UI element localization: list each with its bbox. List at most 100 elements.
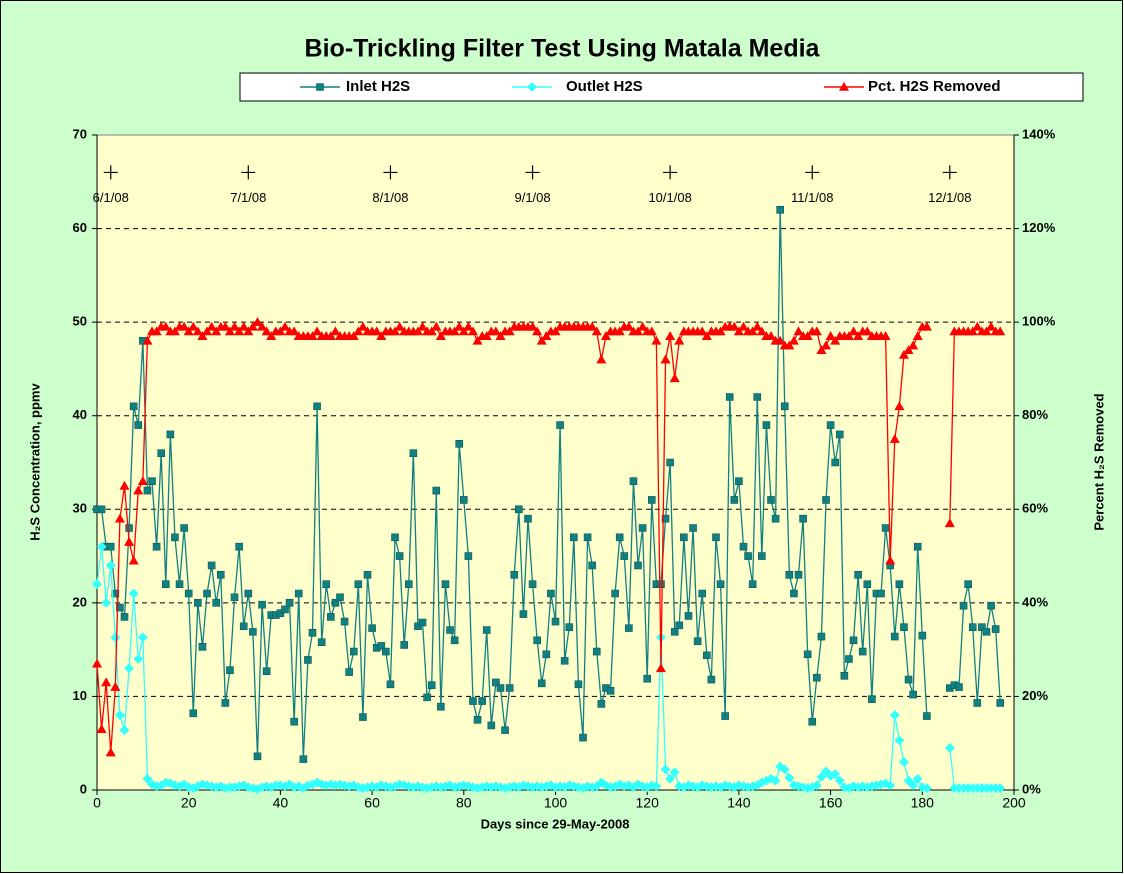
data-point <box>802 331 813 340</box>
data-point <box>111 589 120 598</box>
data-point <box>147 779 157 790</box>
legend-label: Outlet H2S <box>566 78 643 95</box>
legend-marker <box>527 82 537 92</box>
data-point <box>665 331 676 340</box>
data-point <box>623 321 634 331</box>
data-point <box>188 321 199 331</box>
data-point <box>496 684 505 692</box>
data-point <box>169 326 180 336</box>
data-point <box>968 623 977 631</box>
data-point <box>862 326 873 336</box>
data-point <box>614 326 625 336</box>
data-point <box>986 321 997 331</box>
data-point <box>114 513 125 523</box>
data-point <box>730 496 739 504</box>
data-point <box>904 675 913 684</box>
data-point <box>308 629 317 637</box>
data-point <box>357 321 368 331</box>
data-point <box>596 354 607 364</box>
data-point <box>944 518 955 528</box>
data-point <box>964 580 972 588</box>
data-point <box>701 331 712 340</box>
data-point <box>885 780 896 791</box>
chart-title: Bio-Trickling Filter Test Using Matala M… <box>305 35 821 63</box>
data-point <box>151 326 162 336</box>
data-point <box>394 321 405 331</box>
data-point <box>923 712 931 720</box>
data-point <box>899 757 909 767</box>
data-point <box>349 647 358 656</box>
data-point <box>247 321 258 331</box>
data-point <box>249 628 257 636</box>
data-point <box>895 580 904 588</box>
data-point <box>340 617 349 626</box>
data-point <box>224 326 235 336</box>
data-point <box>583 533 592 542</box>
data-point <box>967 326 978 336</box>
y-tick-label: 40 <box>73 407 87 422</box>
data-point <box>96 541 107 552</box>
data-point <box>325 331 336 340</box>
data-point <box>124 536 135 546</box>
data-point <box>894 401 905 411</box>
data-point <box>473 716 482 724</box>
data-point <box>697 326 708 336</box>
plot-area <box>96 134 1015 791</box>
x-tick-label: 120 <box>636 795 660 811</box>
data-point <box>921 783 932 794</box>
data-point <box>912 331 923 340</box>
data-point <box>739 542 748 551</box>
data-point <box>620 552 629 560</box>
data-point <box>574 680 583 689</box>
data-point <box>91 658 103 668</box>
data-point <box>262 667 271 675</box>
data-point <box>417 321 428 331</box>
data-point <box>207 561 216 570</box>
data-point <box>454 321 465 331</box>
data-point <box>779 764 790 775</box>
data-point <box>651 781 662 792</box>
data-point <box>317 638 326 646</box>
data-point <box>299 755 308 763</box>
data-point <box>234 326 245 336</box>
legend-label: Inlet H2S <box>346 78 410 95</box>
data-point <box>110 632 121 643</box>
data-point <box>987 601 995 610</box>
data-point <box>216 570 225 579</box>
data-point <box>890 632 899 641</box>
data-point <box>643 674 651 683</box>
data-point <box>330 326 341 336</box>
data-point <box>435 331 446 340</box>
data-point <box>257 321 268 331</box>
data-point <box>811 326 822 336</box>
data-point <box>944 742 955 753</box>
data-point <box>666 458 674 467</box>
data-point <box>982 628 991 636</box>
y-tick-label: 60 <box>73 220 87 235</box>
data-point <box>258 600 266 609</box>
data-point <box>550 326 561 336</box>
annotation-marker <box>805 165 820 180</box>
data-point <box>285 599 294 607</box>
data-point <box>160 321 171 331</box>
y2-axis-label: Percent H₂S Removed <box>1091 393 1106 530</box>
data-point <box>729 321 740 331</box>
data-point <box>813 673 821 682</box>
data-point <box>646 326 657 336</box>
data-point <box>404 580 413 588</box>
data-point <box>858 647 867 656</box>
data-point <box>853 331 864 340</box>
data-point <box>304 656 312 664</box>
data-point <box>143 486 152 495</box>
data-point <box>426 326 437 336</box>
data-point <box>655 663 666 673</box>
annotation-label: 7/1/08 <box>230 190 266 205</box>
y2-tick-label: 140% <box>1022 126 1056 141</box>
data-point <box>455 439 464 448</box>
data-point <box>900 623 908 631</box>
data-point <box>606 687 615 695</box>
data-point <box>908 780 919 791</box>
legend-label: Pct. H2S Removed <box>868 78 1001 95</box>
data-point <box>142 335 153 345</box>
